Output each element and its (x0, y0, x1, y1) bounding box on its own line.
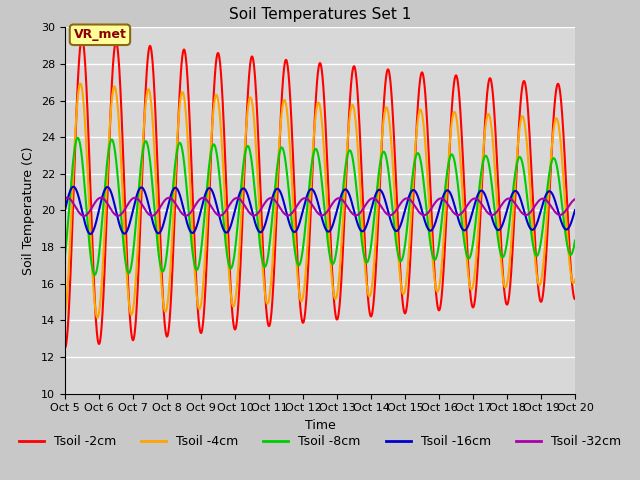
Tsoil -16cm (61, 207, 69, 213)
Tsoil -32cm (80, 213, 88, 219)
Legend: Tsoil -2cm, Tsoil -4cm, Tsoil -8cm, Tsoil -16cm, Tsoil -32cm: Tsoil -2cm, Tsoil -4cm, Tsoil -8cm, Tsoi… (14, 430, 626, 453)
Tsoil -32cm (257, 206, 265, 212)
Tsoil -16cm (506, 196, 514, 202)
Tsoil -2cm (571, 296, 579, 302)
Tsoil -16cm (150, 223, 157, 228)
Tsoil -32cm (506, 196, 514, 202)
Line: Tsoil -8cm: Tsoil -8cm (65, 138, 575, 275)
Line: Tsoil -16cm: Tsoil -16cm (65, 187, 575, 234)
Tsoil -4cm (61, 312, 69, 318)
Tsoil -32cm (150, 212, 157, 218)
Tsoil -2cm (150, 74, 157, 80)
Line: Tsoil -4cm: Tsoil -4cm (65, 84, 575, 318)
Tsoil -8cm (74, 135, 82, 141)
Tsoil -4cm (571, 277, 579, 283)
Tsoil -16cm (120, 230, 127, 236)
Tsoil -32cm (571, 196, 579, 202)
Tsoil -8cm (561, 230, 569, 236)
Tsoil -8cm (91, 272, 99, 278)
Tsoil -8cm (257, 250, 265, 255)
Tsoil -8cm (571, 238, 579, 243)
Tsoil -32cm (279, 209, 287, 215)
Tsoil -4cm (150, 137, 157, 143)
Tsoil -2cm (279, 79, 287, 84)
Tsoil -4cm (257, 235, 265, 240)
Y-axis label: Soil Temperature (C): Soil Temperature (C) (22, 146, 35, 275)
Tsoil -16cm (571, 207, 579, 213)
Tsoil -4cm (93, 315, 101, 321)
Tsoil -2cm (561, 162, 569, 168)
Tsoil -4cm (561, 204, 569, 210)
Tsoil -16cm (561, 226, 569, 232)
Tsoil -8cm (279, 146, 287, 152)
Text: VR_met: VR_met (74, 28, 126, 41)
Tsoil -4cm (77, 81, 84, 86)
Tsoil -8cm (150, 198, 157, 204)
Tsoil -32cm (63, 195, 70, 201)
Tsoil -16cm (279, 196, 287, 202)
Tsoil -32cm (61, 195, 69, 201)
Tsoil -4cm (279, 100, 287, 106)
Tsoil -4cm (120, 210, 127, 216)
Line: Tsoil -2cm: Tsoil -2cm (65, 38, 575, 348)
Tsoil -16cm (70, 184, 77, 190)
Tsoil -2cm (506, 282, 514, 288)
X-axis label: Time: Time (305, 419, 335, 432)
Tsoil -4cm (506, 251, 514, 257)
Tsoil -2cm (61, 345, 69, 351)
Tsoil -8cm (61, 253, 69, 259)
Tsoil -2cm (78, 36, 86, 41)
Tsoil -32cm (561, 208, 569, 214)
Tsoil -8cm (120, 242, 127, 248)
Tsoil -16cm (257, 229, 265, 235)
Title: Soil Temperatures Set 1: Soil Temperatures Set 1 (229, 7, 411, 22)
Tsoil -32cm (120, 208, 127, 214)
Tsoil -8cm (506, 212, 514, 217)
Line: Tsoil -32cm: Tsoil -32cm (65, 198, 575, 216)
Tsoil -2cm (120, 157, 127, 163)
Tsoil -2cm (257, 195, 264, 201)
Tsoil -16cm (86, 231, 94, 237)
